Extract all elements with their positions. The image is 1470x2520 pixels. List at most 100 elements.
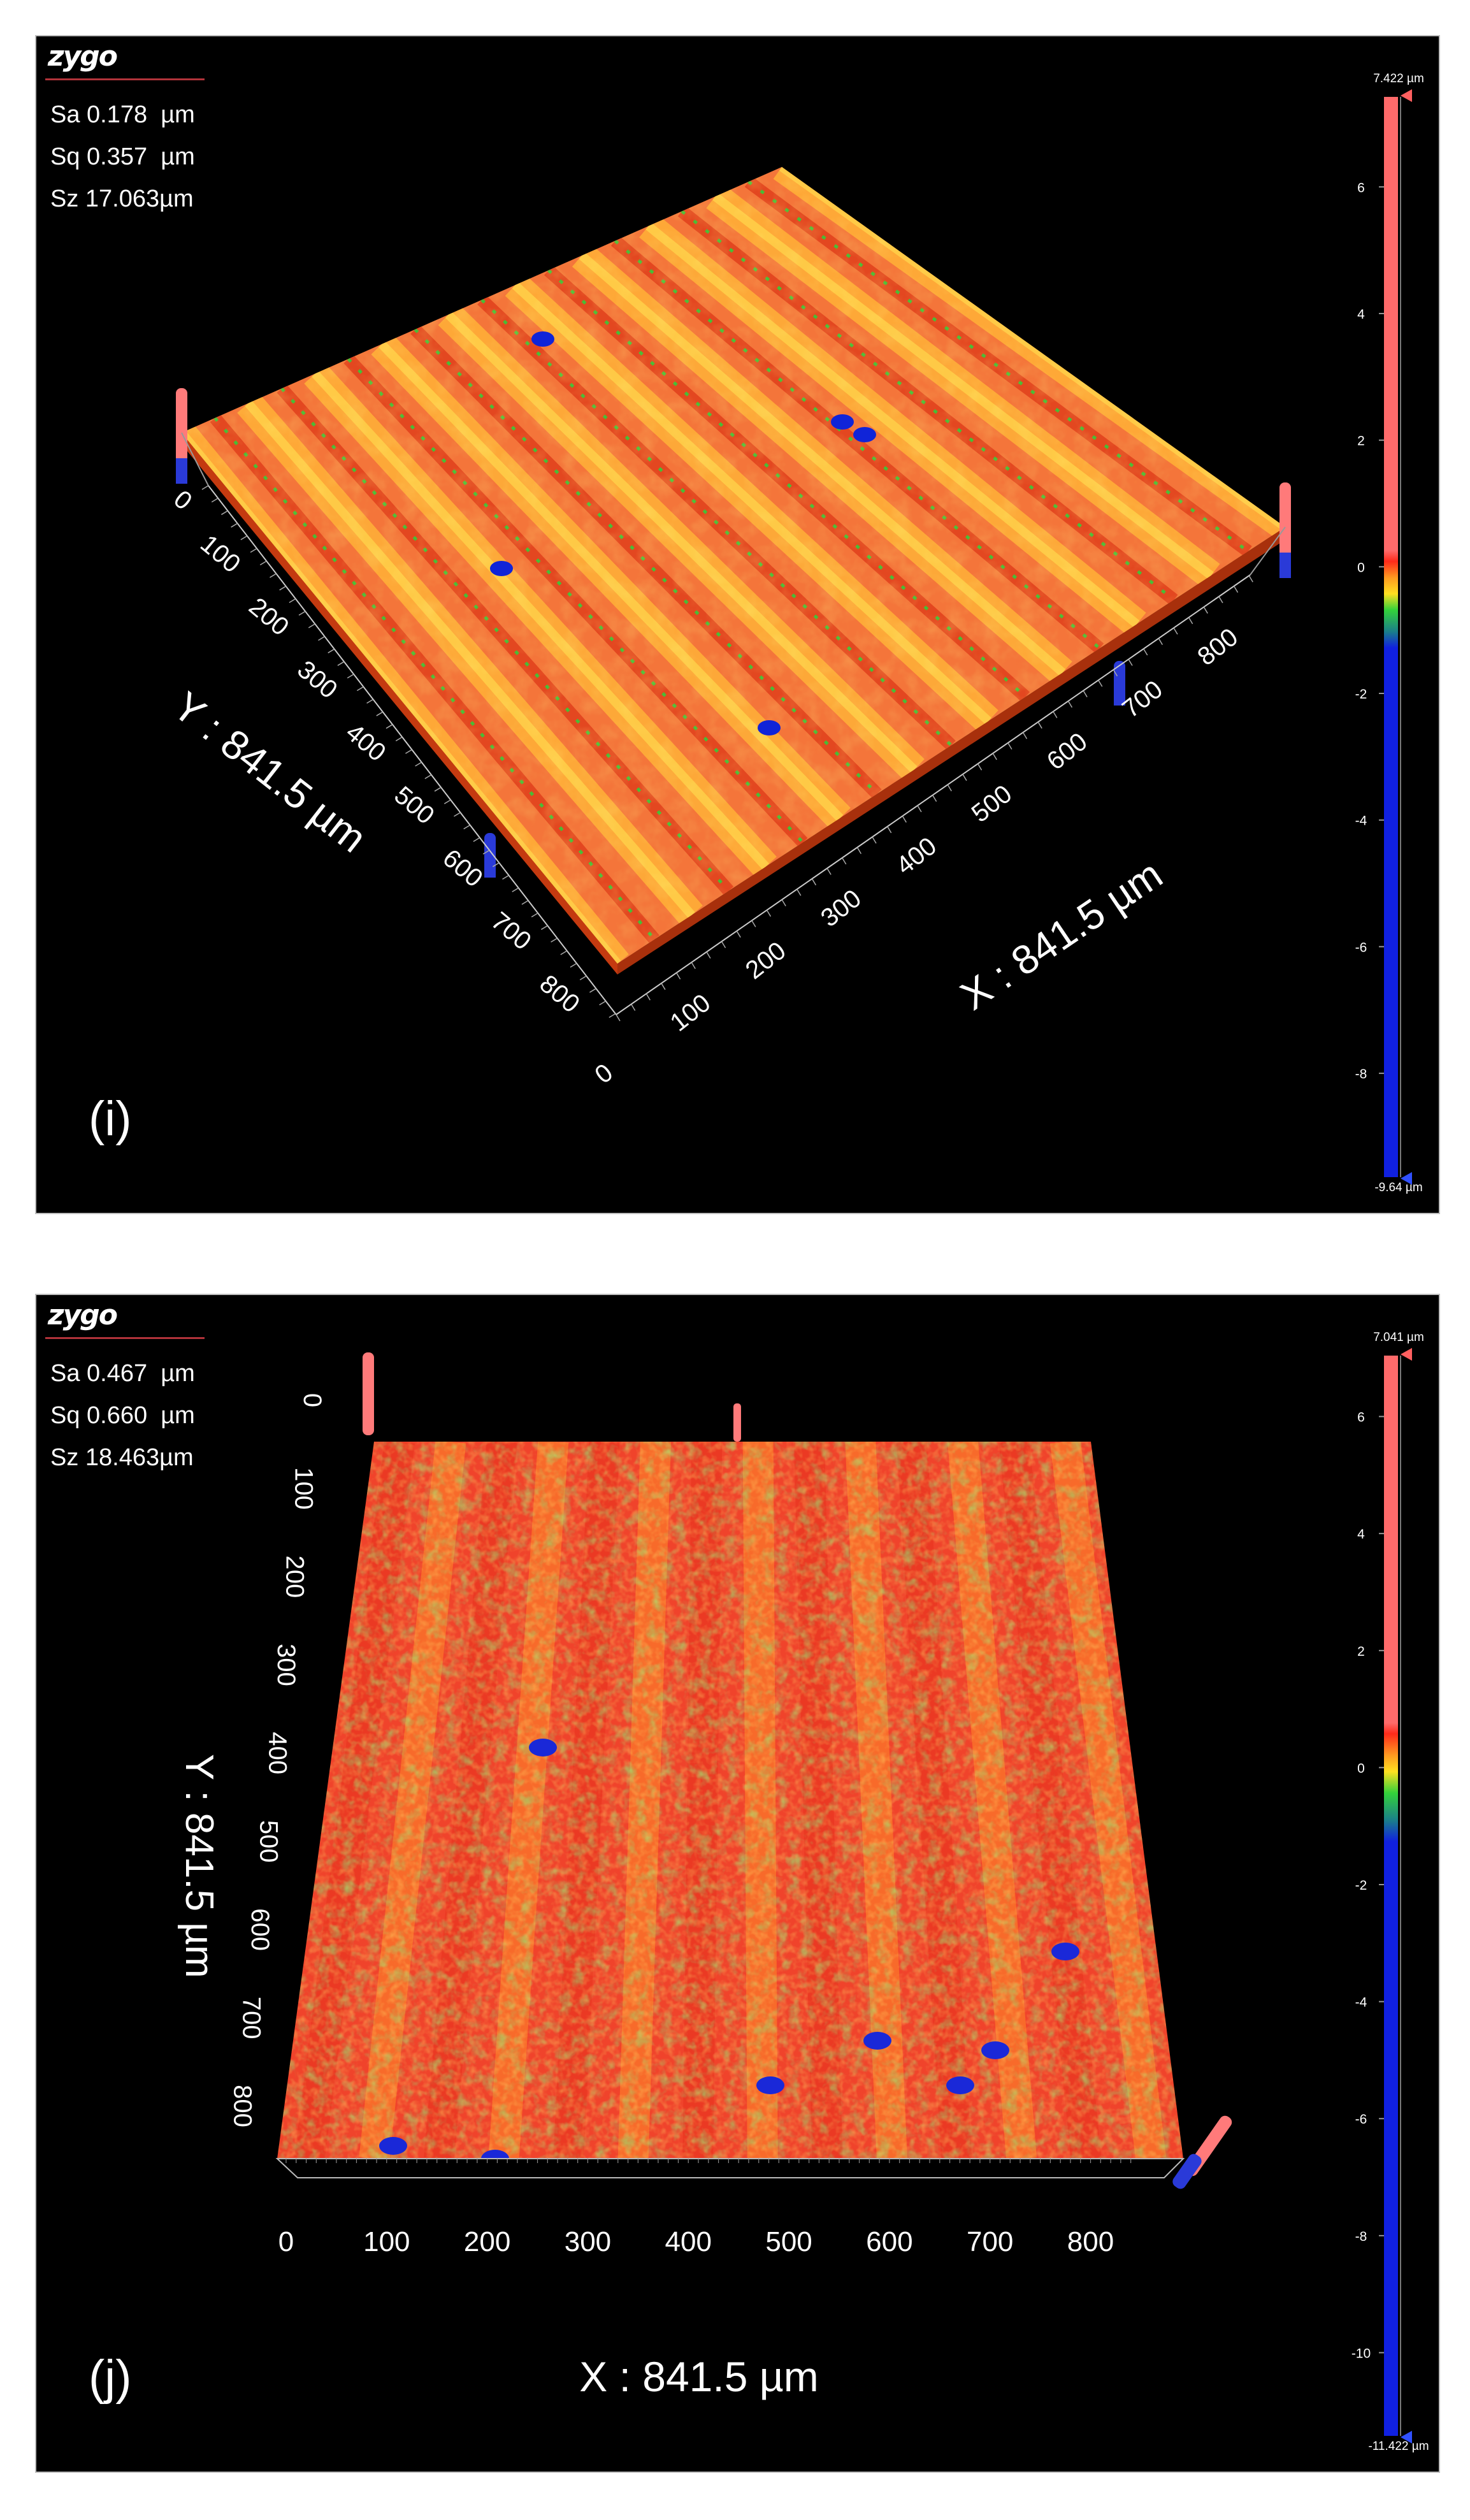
y-minor-tick xyxy=(540,925,548,931)
y-axis-label-i: Y : 841.5 µm xyxy=(164,683,375,861)
x-tick-label: 300 xyxy=(816,884,867,932)
corner-post-base xyxy=(176,458,187,484)
x-tick-label: 700 xyxy=(967,2226,1013,2257)
y-tick-label: 100 xyxy=(289,1467,317,1510)
y-minor-tick xyxy=(221,510,228,516)
colorbar-tick-label: -8 xyxy=(1355,2229,1367,2244)
panel-label-i: (i) xyxy=(89,1092,132,1146)
y-minor-tick xyxy=(443,799,451,804)
x-minor-tick xyxy=(751,920,756,927)
y-minor-tick xyxy=(337,661,345,666)
surface-pit xyxy=(853,427,876,442)
stat-sa: Sa 0.467 µm xyxy=(50,1360,195,1387)
corner-post-base xyxy=(1279,553,1291,578)
y-minor-tick xyxy=(395,736,403,742)
surface-mesh-j xyxy=(277,1352,1232,2189)
x-minor-tick xyxy=(932,795,937,802)
x-axis-frame xyxy=(616,574,1251,1015)
stat-sq: Sq 0.357 µm xyxy=(50,143,195,170)
colorbar-tick-label: 2 xyxy=(1357,434,1365,449)
x-minor-tick xyxy=(736,931,741,938)
surface-plot-j: 0 100 200 300 400 500 600 700 800 0 100 200 300 400 50… xyxy=(177,1331,1429,2453)
y-tick-label: 400 xyxy=(340,718,391,767)
x-minor-tick xyxy=(962,774,967,781)
x-minor-tick xyxy=(721,941,726,948)
stat-sa: Sa 0.178 µm xyxy=(50,101,195,128)
surface-pit xyxy=(756,2076,784,2094)
colorbar-tick-label: -2 xyxy=(1355,1878,1367,1893)
y-minor-tick xyxy=(289,598,296,604)
colorbar-tick-label: -4 xyxy=(1355,1995,1367,2010)
y-minor-tick xyxy=(415,762,422,767)
y-minor-tick xyxy=(560,950,568,955)
x-minor-tick xyxy=(842,857,847,865)
colorbar-i: 6 4 2 0 -2 -4 -6 -8 xyxy=(1355,89,1412,1185)
logo-underline xyxy=(45,1337,205,1339)
corner-post-base xyxy=(1114,680,1125,706)
colorbar-min-marker xyxy=(1401,2431,1412,2444)
y-tick-label: 400 xyxy=(263,1732,291,1774)
y-minor-tick xyxy=(356,686,364,692)
surface-pit xyxy=(481,2150,509,2159)
surface-pit xyxy=(863,2032,891,2050)
corner-post xyxy=(363,1352,374,1435)
colorbar-tick-label: 4 xyxy=(1357,1527,1365,1542)
surface-panel-j: zygo Sa 0.467 µm Sq 0.660 µm Sz 18.463µm xyxy=(35,1294,1440,2473)
x-minor-tick xyxy=(616,1014,621,1022)
x-minor-tick xyxy=(675,973,681,980)
y-minor-tick xyxy=(201,485,209,490)
y-tick-label: 500 xyxy=(389,781,439,830)
x-tick-label: 500 xyxy=(765,2226,812,2257)
colorbar-min-label-j: -11.422 µm xyxy=(1368,2440,1429,2453)
y-tick-label: 300 xyxy=(272,1644,300,1686)
x-minor-tick xyxy=(1188,617,1193,625)
x-minor-tick xyxy=(1173,627,1178,635)
y-minor-tick xyxy=(308,623,315,628)
y-minor-tick xyxy=(492,862,500,867)
x-minor-tick xyxy=(1128,659,1133,666)
x-tick-label: 100 xyxy=(665,988,716,1037)
surface-pit xyxy=(490,561,513,576)
surface-side xyxy=(182,433,617,974)
y-minor-tick xyxy=(386,724,393,729)
x-minor-tick xyxy=(1233,586,1239,593)
y-minor-tick xyxy=(502,874,509,880)
x-minor-tick xyxy=(645,993,651,1001)
x-minor-tick xyxy=(1083,690,1088,698)
x-tick-label: 100 xyxy=(363,2226,410,2257)
surface-mesh-i xyxy=(176,167,1291,974)
x-tick-label: 0 xyxy=(589,1059,618,1089)
surface-plot-i: 0 100 200 300 400 500 600 700 800 0 100 200 300 400 50… xyxy=(164,72,1423,1194)
surface-pit xyxy=(981,2041,1009,2059)
x-minor-tick xyxy=(1158,638,1163,646)
y-minor-tick xyxy=(424,774,432,779)
y-axis-frame xyxy=(208,485,617,1015)
x-tick-label: 400 xyxy=(891,832,942,880)
x-minor-tick xyxy=(1022,732,1028,739)
y-minor-tick xyxy=(231,523,238,528)
x-minor-tick xyxy=(826,868,832,875)
x-tick-label: 400 xyxy=(665,2226,712,2257)
surface-pit xyxy=(531,331,554,347)
x-tick-label: 600 xyxy=(866,2226,912,2257)
x-minor-tick xyxy=(766,909,772,917)
y-minor-tick xyxy=(347,674,354,679)
x-minor-tick xyxy=(631,1004,636,1011)
y-minor-tick xyxy=(599,1001,607,1006)
stat-sq: Sq 0.660 µm xyxy=(50,1402,195,1429)
y-minor-tick xyxy=(298,611,306,616)
colorbar-min-marker xyxy=(1401,1172,1412,1185)
colorbar-max-marker xyxy=(1401,1348,1412,1361)
colorbar-tick-label: -8 xyxy=(1355,1067,1367,1082)
y-minor-tick xyxy=(551,938,558,943)
y-tick-label: 600 xyxy=(246,1908,274,1951)
x-minor-tick xyxy=(691,962,696,969)
colorbar-j: 6 4 2 0 -2 -4 -6 -8 -10 xyxy=(1351,1348,1412,2444)
x-minor-tick xyxy=(1007,742,1012,750)
x-minor-tick xyxy=(661,983,666,990)
surface-pit xyxy=(379,2137,407,2155)
colorbar-tick-label: 0 xyxy=(1357,560,1365,575)
stat-sz: Sz 17.063µm xyxy=(50,185,194,212)
x-minor-tick xyxy=(1143,648,1148,656)
x-minor-tick xyxy=(1203,607,1208,614)
